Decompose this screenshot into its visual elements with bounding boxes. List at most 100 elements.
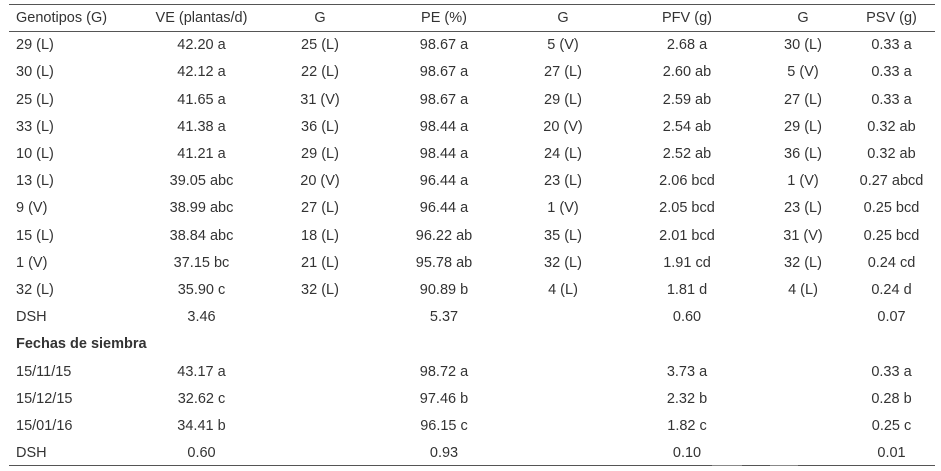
table-cell: 23 (L) [544,173,582,190]
table-cell: 29 (L) [16,37,54,54]
table-cell: 0.60 [672,309,702,326]
column-header: PE (%) [421,10,467,26]
table-cell: 0.93 [429,445,459,462]
table-cell [765,440,841,467]
table-row: 10 (L) 41.21 a 29 (L) 98.44 a 24 (L) 2.52 ab 3… [9,141,941,168]
table-cell: 32 (L) [301,282,339,299]
table-cell: 21 (L) [301,254,339,271]
table-cell: 24 (L) [544,146,582,163]
table-row: 15 (L) 38.84 abc 18 (L) 96.22 ab 35 (L) 2.01 … [9,223,941,250]
table-cell: 0.33 a [871,363,912,380]
column-header: Genotipos (G) [16,10,108,26]
table-bottom-rule [9,465,935,466]
table-cell [269,304,371,331]
cut-off-text-fragment [770,465,798,466]
section-title: Fechas de siembra [16,336,147,353]
table-cell: 32.62 c [177,390,226,407]
table-cell: 15/11/15 [16,363,72,380]
table-cell: 29 (L) [544,91,582,108]
header-bottom-rule [9,31,935,32]
table-cell: 25 (L) [301,37,339,54]
table-row: 15/11/15 43.17 a 98.72 a 3.73 a 0.33 a [9,359,941,386]
table-cell: 42.20 a [177,37,226,54]
table-cell: 33 (L) [16,118,54,135]
table-cell: 41.65 a [177,91,226,108]
table-cell: 9 (V) [16,200,48,217]
table-cell: 30 (L) [16,64,54,81]
table-cell [765,413,841,440]
table-cell: 4 (L) [788,282,818,299]
table-cell: 27 (L) [784,91,822,108]
table-cell: 2.60 ab [662,64,712,81]
table-cell: 30 (L) [784,37,822,54]
table-cell: 0.60 [187,445,216,462]
table-cell: DSH [16,445,47,462]
table-cell: 39.05 abc [169,173,234,190]
column-header: G [557,10,569,26]
table-cell: 18 (L) [301,227,339,244]
table-cell: 0.10 [672,445,702,462]
table-cell: 5 (V) [547,37,579,54]
table-cell: 29 (L) [301,146,339,163]
table-cell: 98.67 a [419,37,469,54]
table-cell: 0.24 d [871,282,912,299]
table-cell: 98.67 a [419,64,469,81]
table-cell: 15 (L) [16,227,54,244]
table-cell: 32 (L) [16,282,54,299]
table-cell: 0.32 ab [867,146,916,163]
table-cell: 98.72 a [419,363,469,380]
table-cell: 23 (L) [784,200,822,217]
table-cell: 32 (L) [544,254,582,271]
table-cell: 2.68 a [666,37,708,54]
table-cell: 32 (L) [784,254,822,271]
table-cell: DSH [16,309,47,326]
table-cell [517,386,609,413]
table-cell: 0.07 [877,309,906,326]
table-cell: 5 (V) [787,64,819,81]
table-cell: 1.81 d [666,282,708,299]
table-cell: 0.33 a [871,37,912,54]
table-cell: 3.73 a [666,363,708,380]
table-cell: 96.44 a [419,173,469,190]
table-cell: 98.44 a [419,118,469,135]
table-cell: 27 (L) [301,200,339,217]
table-row: 25 (L) 41.65 a 31 (V) 98.67 a 29 (L) 2.59 ab 2… [9,87,941,114]
table-row: 29 (L) 42.20 a 25 (L) 98.67 a 5 (V) 2.68 a 30 … [9,32,941,59]
table-cell [269,359,371,386]
table-cell: 1 (V) [16,254,48,271]
table-cell: 42.12 a [177,64,226,81]
table-cell: 2.59 ab [662,91,712,108]
table-cell: 0.32 ab [867,118,916,135]
table-cell: 2.06 bcd [659,173,715,190]
table-cell: 96.22 ab [415,227,473,244]
column-header: PSV (g) [866,10,917,26]
table-row: 1 (V) 37.15 bc 21 (L) 95.78 ab 32 (L) 1.91 cd… [9,250,941,277]
table-cell: 3.46 [187,309,216,326]
table-cell: 0.25 bcd [863,200,920,217]
table-body: Genotipos (G) VE (plantas/d) G PE (%) G PFV (… [9,5,941,467]
table-cell [765,359,841,386]
table-cell [517,440,609,467]
table-cell: 2.05 bcd [659,200,715,217]
column-header: G [797,10,809,26]
cut-off-text-fragment [712,465,742,466]
table-cell: 10 (L) [16,146,54,163]
table-row: 9 (V) 38.99 abc 27 (L) 96.44 a 1 (V) 2.05 bcd… [9,195,941,222]
table-cell: 0.33 a [871,64,912,81]
table-cell [517,304,609,331]
table-cell: 38.99 abc [169,200,234,217]
table-cell: 0.25 c [871,418,912,435]
table-cell [269,386,371,413]
column-header: PFV (g) [662,10,712,26]
table-cell: 13 (L) [16,173,54,190]
table-cell: 35.90 c [177,282,226,299]
table-cell: 15/01/16 [16,418,73,435]
table-cell: 90.89 b [419,282,469,299]
column-header: VE (plantas/d) [155,10,248,26]
table-cell [765,304,841,331]
table-cell: 2.52 ab [662,146,712,163]
table-cell: 0.25 bcd [863,227,920,244]
table-cell: 0.01 [877,445,906,462]
table-cell: 96.44 a [419,200,469,217]
table-cell: 96.15 c [420,418,468,435]
